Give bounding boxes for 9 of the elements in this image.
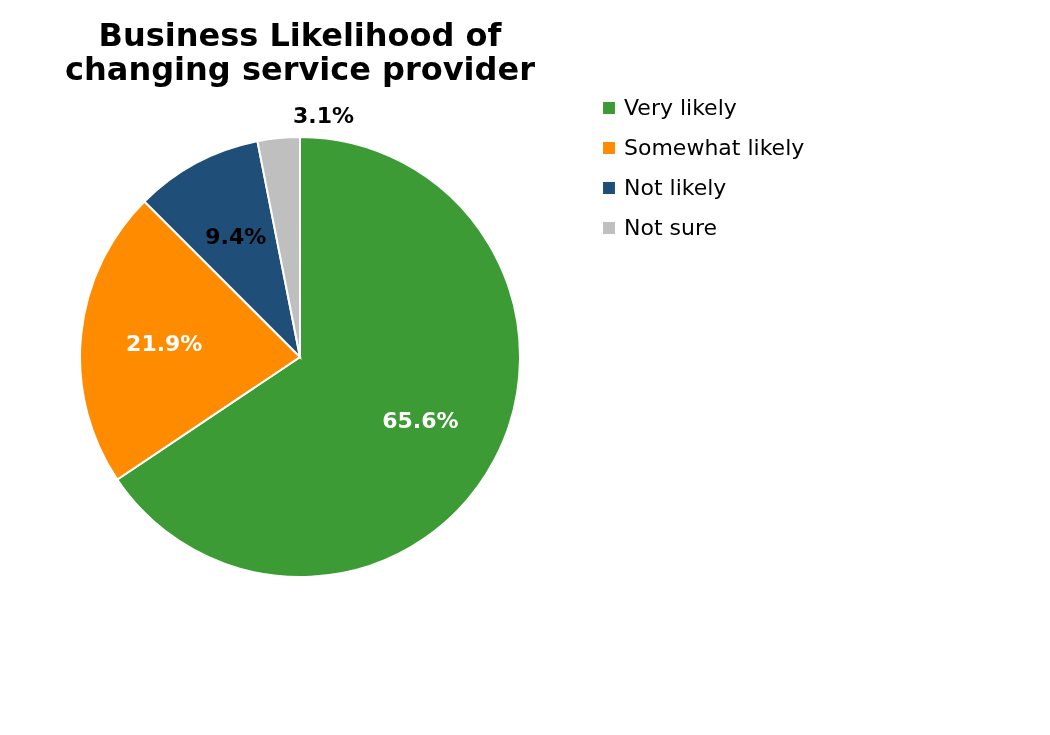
legend-label: Not sure	[624, 215, 718, 240]
chart-title: Business Likelihood of changing service provider	[65, 16, 536, 88]
data-label: 65.6%	[382, 408, 459, 434]
legend-label: Very likely	[624, 95, 737, 120]
data-label: 21.9%	[126, 330, 203, 356]
data-label: 3.1%	[293, 103, 355, 129]
data-label: 9.4%	[205, 223, 267, 249]
legend-label: Somewhat likely	[624, 135, 805, 160]
legend-label: Not likely	[624, 175, 727, 200]
